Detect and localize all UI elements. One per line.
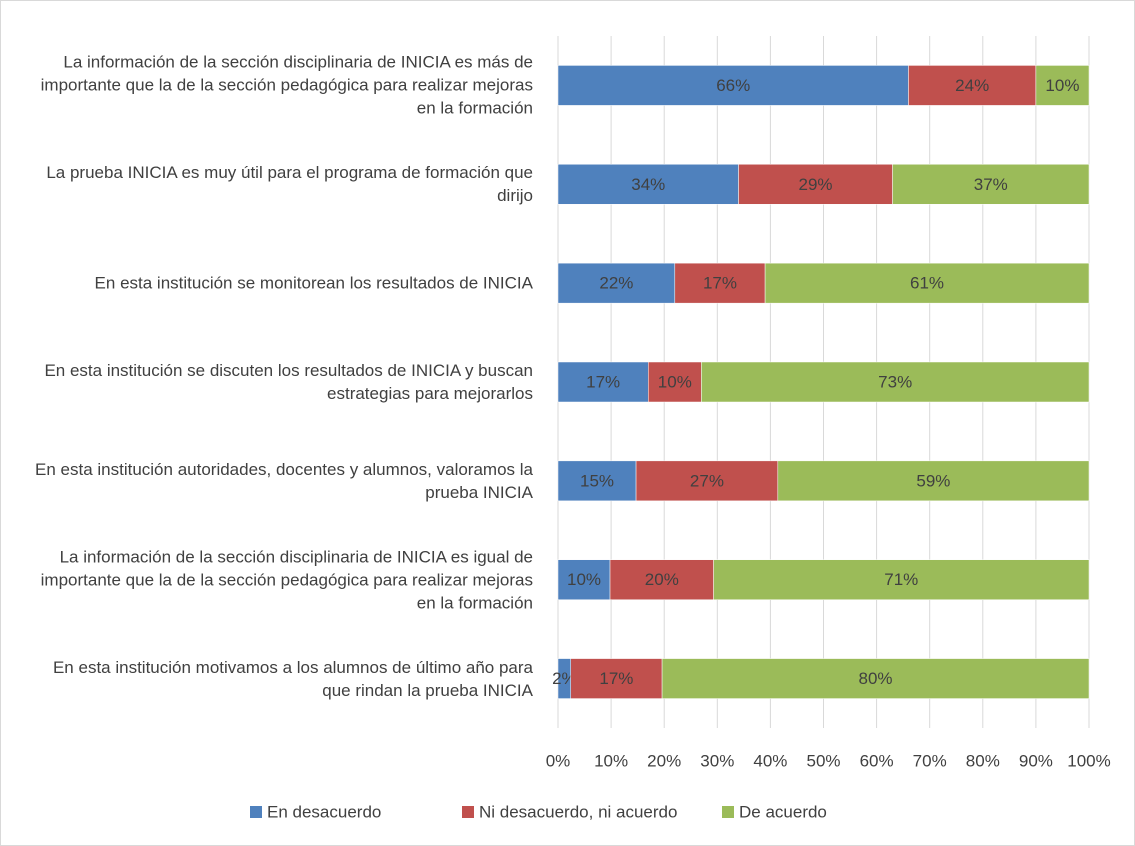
x-tick-label: 40% <box>753 751 787 770</box>
x-tick-label: 50% <box>806 751 840 770</box>
bar-segment <box>557 164 739 205</box>
bar-segment <box>777 460 1090 502</box>
x-tick-label: 70% <box>913 751 947 770</box>
data-label: 34% <box>631 175 665 194</box>
data-label: 17% <box>703 274 737 293</box>
x-tick-label: 80% <box>966 751 1000 770</box>
bar-segment <box>557 262 676 304</box>
x-tick-label: 30% <box>700 751 734 770</box>
category-label: La información de la sección disciplinar… <box>40 547 533 613</box>
data-label: 15% <box>580 471 614 490</box>
x-tick-label: 10% <box>594 751 628 770</box>
data-label: 80% <box>859 669 893 688</box>
bar-segment <box>557 65 909 106</box>
category-label: En esta institución se discuten los resu… <box>44 361 533 403</box>
data-label: 27% <box>690 471 724 490</box>
bar-segment <box>701 361 1090 403</box>
category-label: En esta institución se monitorean los re… <box>94 273 533 293</box>
bar-segment <box>557 361 649 403</box>
legend-swatch <box>462 806 474 818</box>
bar-segment <box>1035 65 1090 106</box>
data-label: 10% <box>1045 76 1079 95</box>
data-label: 24% <box>955 76 989 95</box>
data-label: 10% <box>658 372 692 391</box>
data-label: 17% <box>586 372 620 391</box>
bar-segment <box>661 658 1090 699</box>
data-label: 61% <box>910 274 944 293</box>
legend-label: Ni desacuerdo, ni acuerdo <box>479 802 677 821</box>
x-tick-label: 60% <box>860 751 894 770</box>
category-label: En esta institución motivamos a los alum… <box>52 657 533 700</box>
data-label: 66% <box>716 76 750 95</box>
legend-swatch <box>250 806 262 818</box>
legend-label: En desacuerdo <box>267 802 381 821</box>
category-label: En esta institución autoridades, docente… <box>35 459 533 502</box>
category-label: La información de la sección disciplinar… <box>40 52 533 118</box>
x-tick-label: 0% <box>546 751 571 770</box>
bar-segment <box>892 164 1090 205</box>
data-label: 20% <box>645 570 679 589</box>
data-label: 73% <box>878 372 912 391</box>
bar-segment <box>570 658 663 699</box>
data-label: 10% <box>567 570 601 589</box>
bar-segment <box>609 559 714 600</box>
x-tick-label: 90% <box>1019 751 1053 770</box>
bar-segment <box>557 559 611 600</box>
bar-segment <box>908 65 1037 106</box>
x-tick-label: 20% <box>647 751 681 770</box>
bar-segment <box>648 361 702 403</box>
legend-label: De acuerdo <box>739 802 827 821</box>
bar-segment <box>557 460 637 502</box>
data-label: 59% <box>916 471 950 490</box>
data-label: 37% <box>974 175 1008 194</box>
bar-segment <box>713 559 1090 600</box>
bar-segment <box>764 262 1090 304</box>
legend-swatch <box>722 806 734 818</box>
bar-segment <box>635 460 779 502</box>
category-label: La prueba INICIA es muy útil para el pro… <box>46 163 533 206</box>
data-label: 17% <box>599 669 633 688</box>
x-tick-label: 100% <box>1067 751 1110 770</box>
data-label: 29% <box>799 175 833 194</box>
bar-segment <box>738 164 893 205</box>
data-label: 71% <box>884 570 918 589</box>
data-label: 22% <box>599 274 633 293</box>
